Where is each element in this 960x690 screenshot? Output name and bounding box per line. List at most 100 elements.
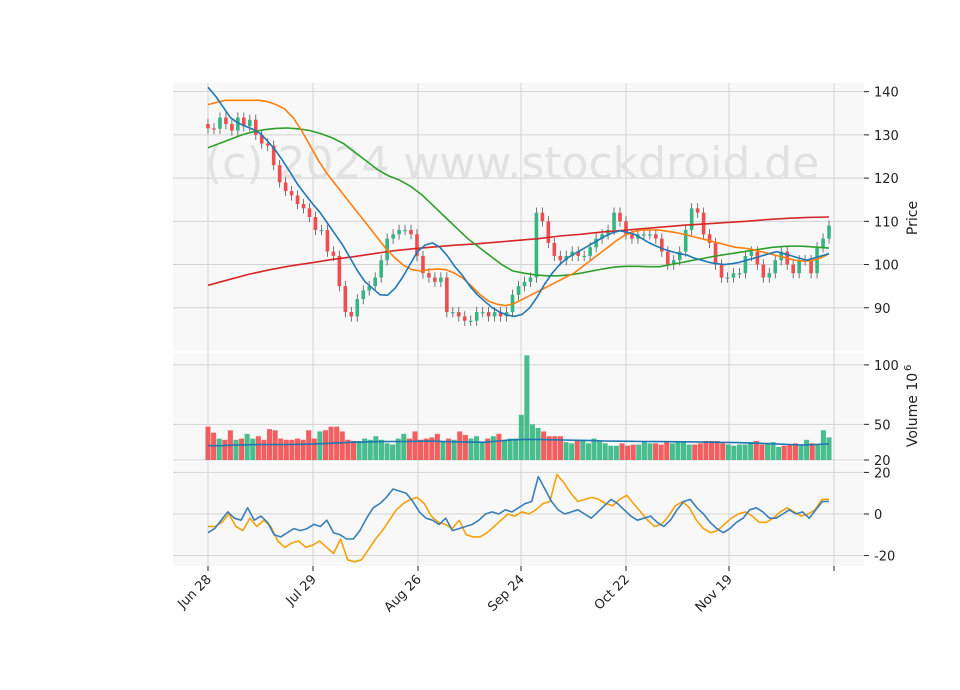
candle-body (677, 251, 682, 261)
candle-body (212, 128, 216, 130)
volume-panel (205, 355, 832, 460)
volume-bar (625, 445, 631, 460)
candle-body (218, 117, 222, 129)
volume-bar (708, 440, 715, 460)
volume-bar (395, 438, 401, 460)
volume-bar (653, 443, 659, 460)
volume-bar (451, 439, 457, 460)
volume-bar (446, 438, 452, 460)
candle-body (660, 238, 664, 252)
candle-body (397, 229, 401, 235)
volume-bar (418, 439, 424, 460)
candle-body (588, 247, 592, 256)
price-axis-label: Price (905, 201, 921, 235)
candle-body (600, 234, 604, 239)
volume-bar (692, 444, 698, 460)
x-tick-label: Oct 22 (592, 572, 633, 613)
volume-bar (294, 438, 301, 460)
candle-body (665, 251, 670, 265)
candle-body (247, 119, 252, 127)
candle-body (456, 312, 461, 317)
price-tick-label: 110 (874, 215, 899, 230)
oscillator-tick-label: 20 (874, 466, 891, 481)
candle-body (230, 124, 234, 131)
volume-axis-label-group: Volume 10 6 (903, 365, 921, 448)
volume-bar (647, 443, 653, 460)
candle-body (815, 247, 819, 274)
price-tick-label: 140 (874, 86, 899, 101)
candle-body (534, 212, 539, 278)
volume-axis-label: Volume 10 (905, 373, 921, 447)
candle-body (409, 229, 413, 235)
candle-body (552, 242, 557, 256)
volume-bar (563, 442, 569, 460)
volume-bar (804, 439, 810, 460)
candle-body (277, 165, 282, 183)
candle-body (576, 251, 581, 256)
volume-bar (250, 438, 256, 460)
volume-bar (373, 436, 379, 460)
candle-body (761, 264, 766, 278)
volume-bar (697, 443, 703, 460)
volume-bar (748, 442, 754, 460)
volume-bar (255, 436, 261, 460)
candle-body (821, 238, 825, 248)
volume-bar (541, 431, 547, 460)
volume-bar (574, 440, 580, 460)
candle-body (271, 145, 276, 166)
volume-bar (585, 443, 591, 460)
candle-body (367, 286, 372, 291)
volume-bar (239, 438, 245, 460)
candle-body (731, 273, 736, 278)
candle-body (474, 312, 479, 321)
x-tick-label: Jul 29 (283, 572, 320, 609)
volume-bar (608, 445, 614, 460)
volume-bar (322, 430, 329, 460)
volume-bar (429, 437, 435, 460)
candle-body (373, 277, 377, 287)
volume-bar (636, 444, 642, 460)
price-tick-label: 100 (874, 259, 899, 274)
volume-bar (736, 444, 743, 460)
volume-bar (781, 445, 787, 460)
volume-bar (462, 435, 468, 460)
price-tick-label: 120 (874, 172, 899, 187)
volume-bar (619, 443, 625, 460)
volume-bar (552, 436, 558, 460)
candle-body (624, 221, 628, 235)
volume-bar (529, 424, 536, 460)
candle-body (671, 260, 676, 265)
volume-bar (434, 433, 440, 460)
volume-bar (423, 438, 429, 460)
candle-body (570, 251, 575, 256)
volume-tick-label: 50 (874, 418, 891, 433)
volume-bar (406, 438, 412, 460)
volume-bar (720, 443, 726, 460)
volume-bar (770, 442, 776, 460)
volume-bar (820, 430, 826, 460)
volume-bar (205, 426, 211, 460)
price-panel (206, 86, 831, 326)
candle-body (528, 277, 533, 282)
candle-body (468, 320, 473, 322)
price-panel-bg (173, 83, 864, 351)
volume-bar (485, 438, 491, 460)
candle-body (725, 277, 730, 279)
candle-body (486, 312, 491, 317)
volume-bar (216, 438, 222, 460)
volume-bar (306, 430, 312, 460)
volume-ma-line (208, 438, 830, 447)
volume-bar (815, 444, 821, 460)
volume-bar (457, 431, 463, 460)
volume-bar (278, 438, 284, 460)
ma-blue-line (207, 86, 830, 318)
candle-body (594, 238, 598, 248)
watermark-group: (c) 2024 www.stockdroid.de (205, 138, 819, 189)
candle-body (319, 229, 324, 232)
candle-body (755, 251, 760, 265)
candle-body (242, 117, 246, 127)
x-tick-label: Aug 26 (382, 572, 425, 615)
candle-body (439, 277, 443, 282)
ma-orange-line (207, 99, 830, 307)
volume-bar (513, 438, 519, 460)
